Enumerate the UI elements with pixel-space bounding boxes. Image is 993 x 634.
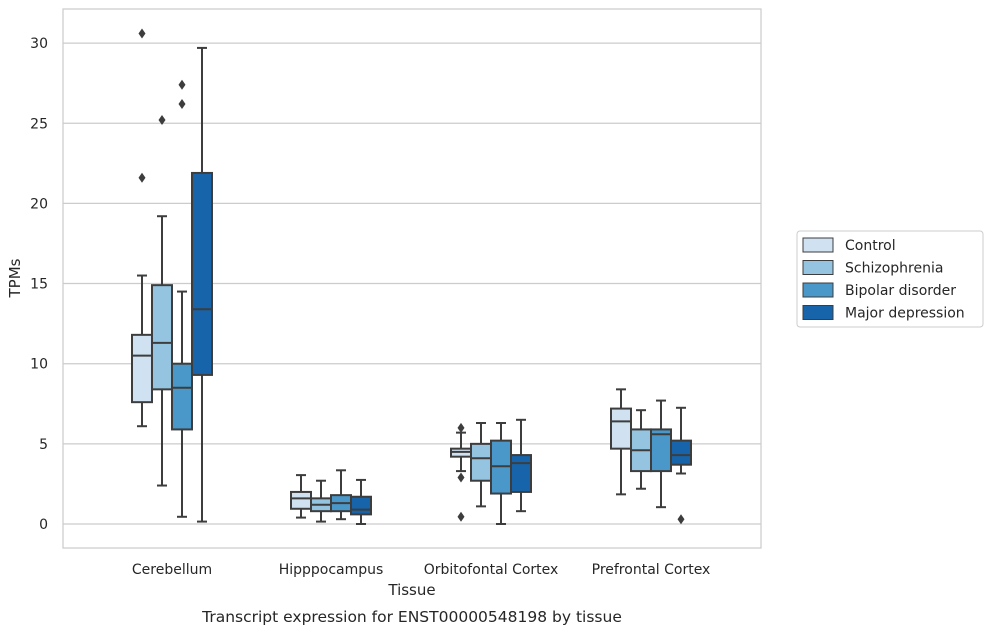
outlier-point [158,115,166,126]
legend-frame [796,230,984,328]
box-bipolar-disorder [330,469,352,521]
box-major-depression [670,406,692,525]
box-body [670,439,692,466]
box-body [171,362,193,431]
legend-swatch [802,282,834,298]
y-axis-ticks: 0 5 10 15 20 25 30 [30,36,48,533]
legend-label: Schizophrenia [845,261,943,277]
legend-swatch [802,260,834,275]
y-tick-label: 15 [30,277,48,293]
box-body [131,333,153,404]
box-body [151,284,173,391]
y-tick-label: 30 [30,36,48,52]
x-tick-label: Cerebellum [132,562,212,578]
legend-label: Bipolar disorder [845,283,956,299]
y-tick-label: 0 [39,517,48,533]
box-major-depression [191,46,213,523]
box-body [350,495,372,516]
box-bipolar-disorder [490,422,512,525]
box-bipolar-disorder [650,399,672,509]
legend-label: Control [845,238,896,254]
box-body [610,407,632,450]
legend-swatch [802,237,834,253]
box-schizophrenia [470,422,492,508]
box-body [510,454,532,493]
boxes [131,28,692,525]
x-axis-title: Tissue [387,581,435,599]
outlier-point [178,99,186,110]
legend: Control Schizophrenia Bipolar disorder Majo… [796,230,984,328]
outlier-point [457,511,465,522]
box-body [650,428,672,473]
box-control [290,474,312,519]
x-tick-label: Prefrontal Cortex [592,562,711,578]
outlier-point [178,79,186,90]
box-major-depression [350,478,372,525]
y-tick-label: 20 [30,196,48,212]
box-body [290,490,312,510]
outlier-point [457,422,465,433]
y-tick-label: 10 [30,357,48,373]
box-schizophrenia [310,479,332,523]
outlier-point [457,472,465,483]
box-control [610,388,632,496]
box-schizophrenia [151,115,173,487]
legend-label: Major depression [845,306,965,322]
box-schizophrenia [630,409,652,490]
x-tick-label: Orbitofontal Cortex [424,562,559,578]
box-bipolar-disorder [171,79,193,518]
y-tick-label: 25 [30,116,48,132]
box-body [191,171,213,376]
chart-caption: Transcript expression for ENST0000054819… [201,608,622,626]
y-axis-title: TPMs [6,258,24,298]
y-tick-label: 5 [39,437,48,453]
box-body [470,442,492,482]
x-tick-label: Hipppocampus [279,562,384,578]
legend-swatch [802,305,834,320]
plot-area-frame [62,8,762,549]
box-control [131,28,153,428]
outlier-point [138,172,146,183]
box-control [450,422,472,522]
x-axis-ticks: Cerebellum Hipppocampus Orbitofontal Corte… [132,562,710,578]
box-major-depression [510,418,532,513]
outlier-point [677,514,685,525]
outlier-point [138,28,146,39]
